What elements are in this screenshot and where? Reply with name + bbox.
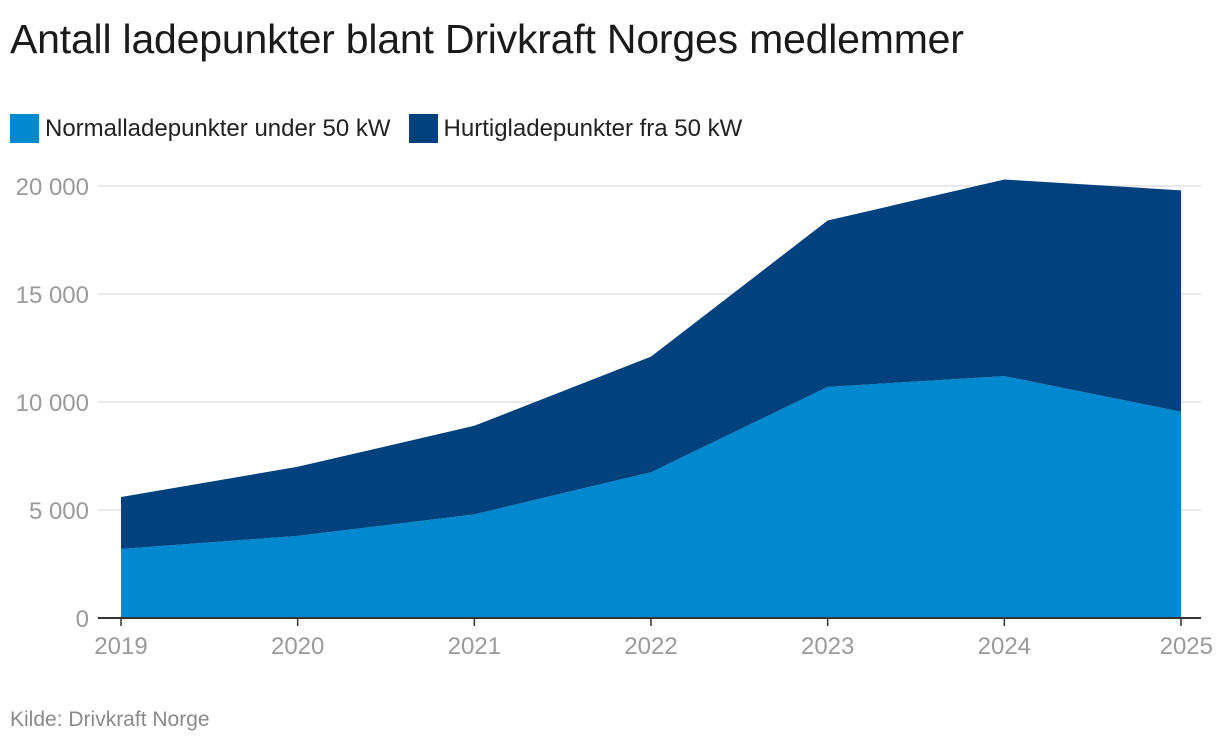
- legend-swatch-normal: [10, 114, 39, 143]
- source-note: Kilde: Drivkraft Norge: [10, 708, 210, 731]
- x-tick-label: 2019: [94, 633, 147, 660]
- y-tick-label: 5 000: [29, 498, 89, 525]
- y-tick-label: 20 000: [16, 174, 89, 201]
- x-tick-label: 2025: [1160, 633, 1213, 660]
- area-series-1: [121, 179, 1181, 549]
- y-tick-label: 10 000: [16, 390, 89, 417]
- legend-item-normal: Normalladepunkter under 50 kW: [10, 114, 391, 143]
- chart-title: Antall ladepunkter blant Drivkraft Norge…: [10, 16, 964, 62]
- x-tick-label: 2022: [624, 633, 677, 660]
- legend-swatch-fast: [408, 114, 438, 143]
- y-tick-label: 0: [76, 606, 89, 633]
- legend: Normalladepunkter under 50 kW Hurtiglade…: [10, 114, 760, 143]
- y-tick-label: 15 000: [16, 282, 89, 309]
- x-tick-label: 2023: [801, 633, 854, 660]
- area-series-0: [121, 376, 1181, 618]
- x-tick-label: 2020: [271, 633, 324, 660]
- x-tick-label: 2021: [448, 633, 501, 660]
- legend-label-normal: Normalladepunkter under 50 kW: [45, 114, 391, 142]
- legend-label-fast: Hurtigladepunkter fra 50 kW: [443, 114, 743, 142]
- x-tick-label: 2024: [978, 633, 1031, 660]
- legend-item-fast: Hurtigladepunkter fra 50 kW: [408, 114, 743, 143]
